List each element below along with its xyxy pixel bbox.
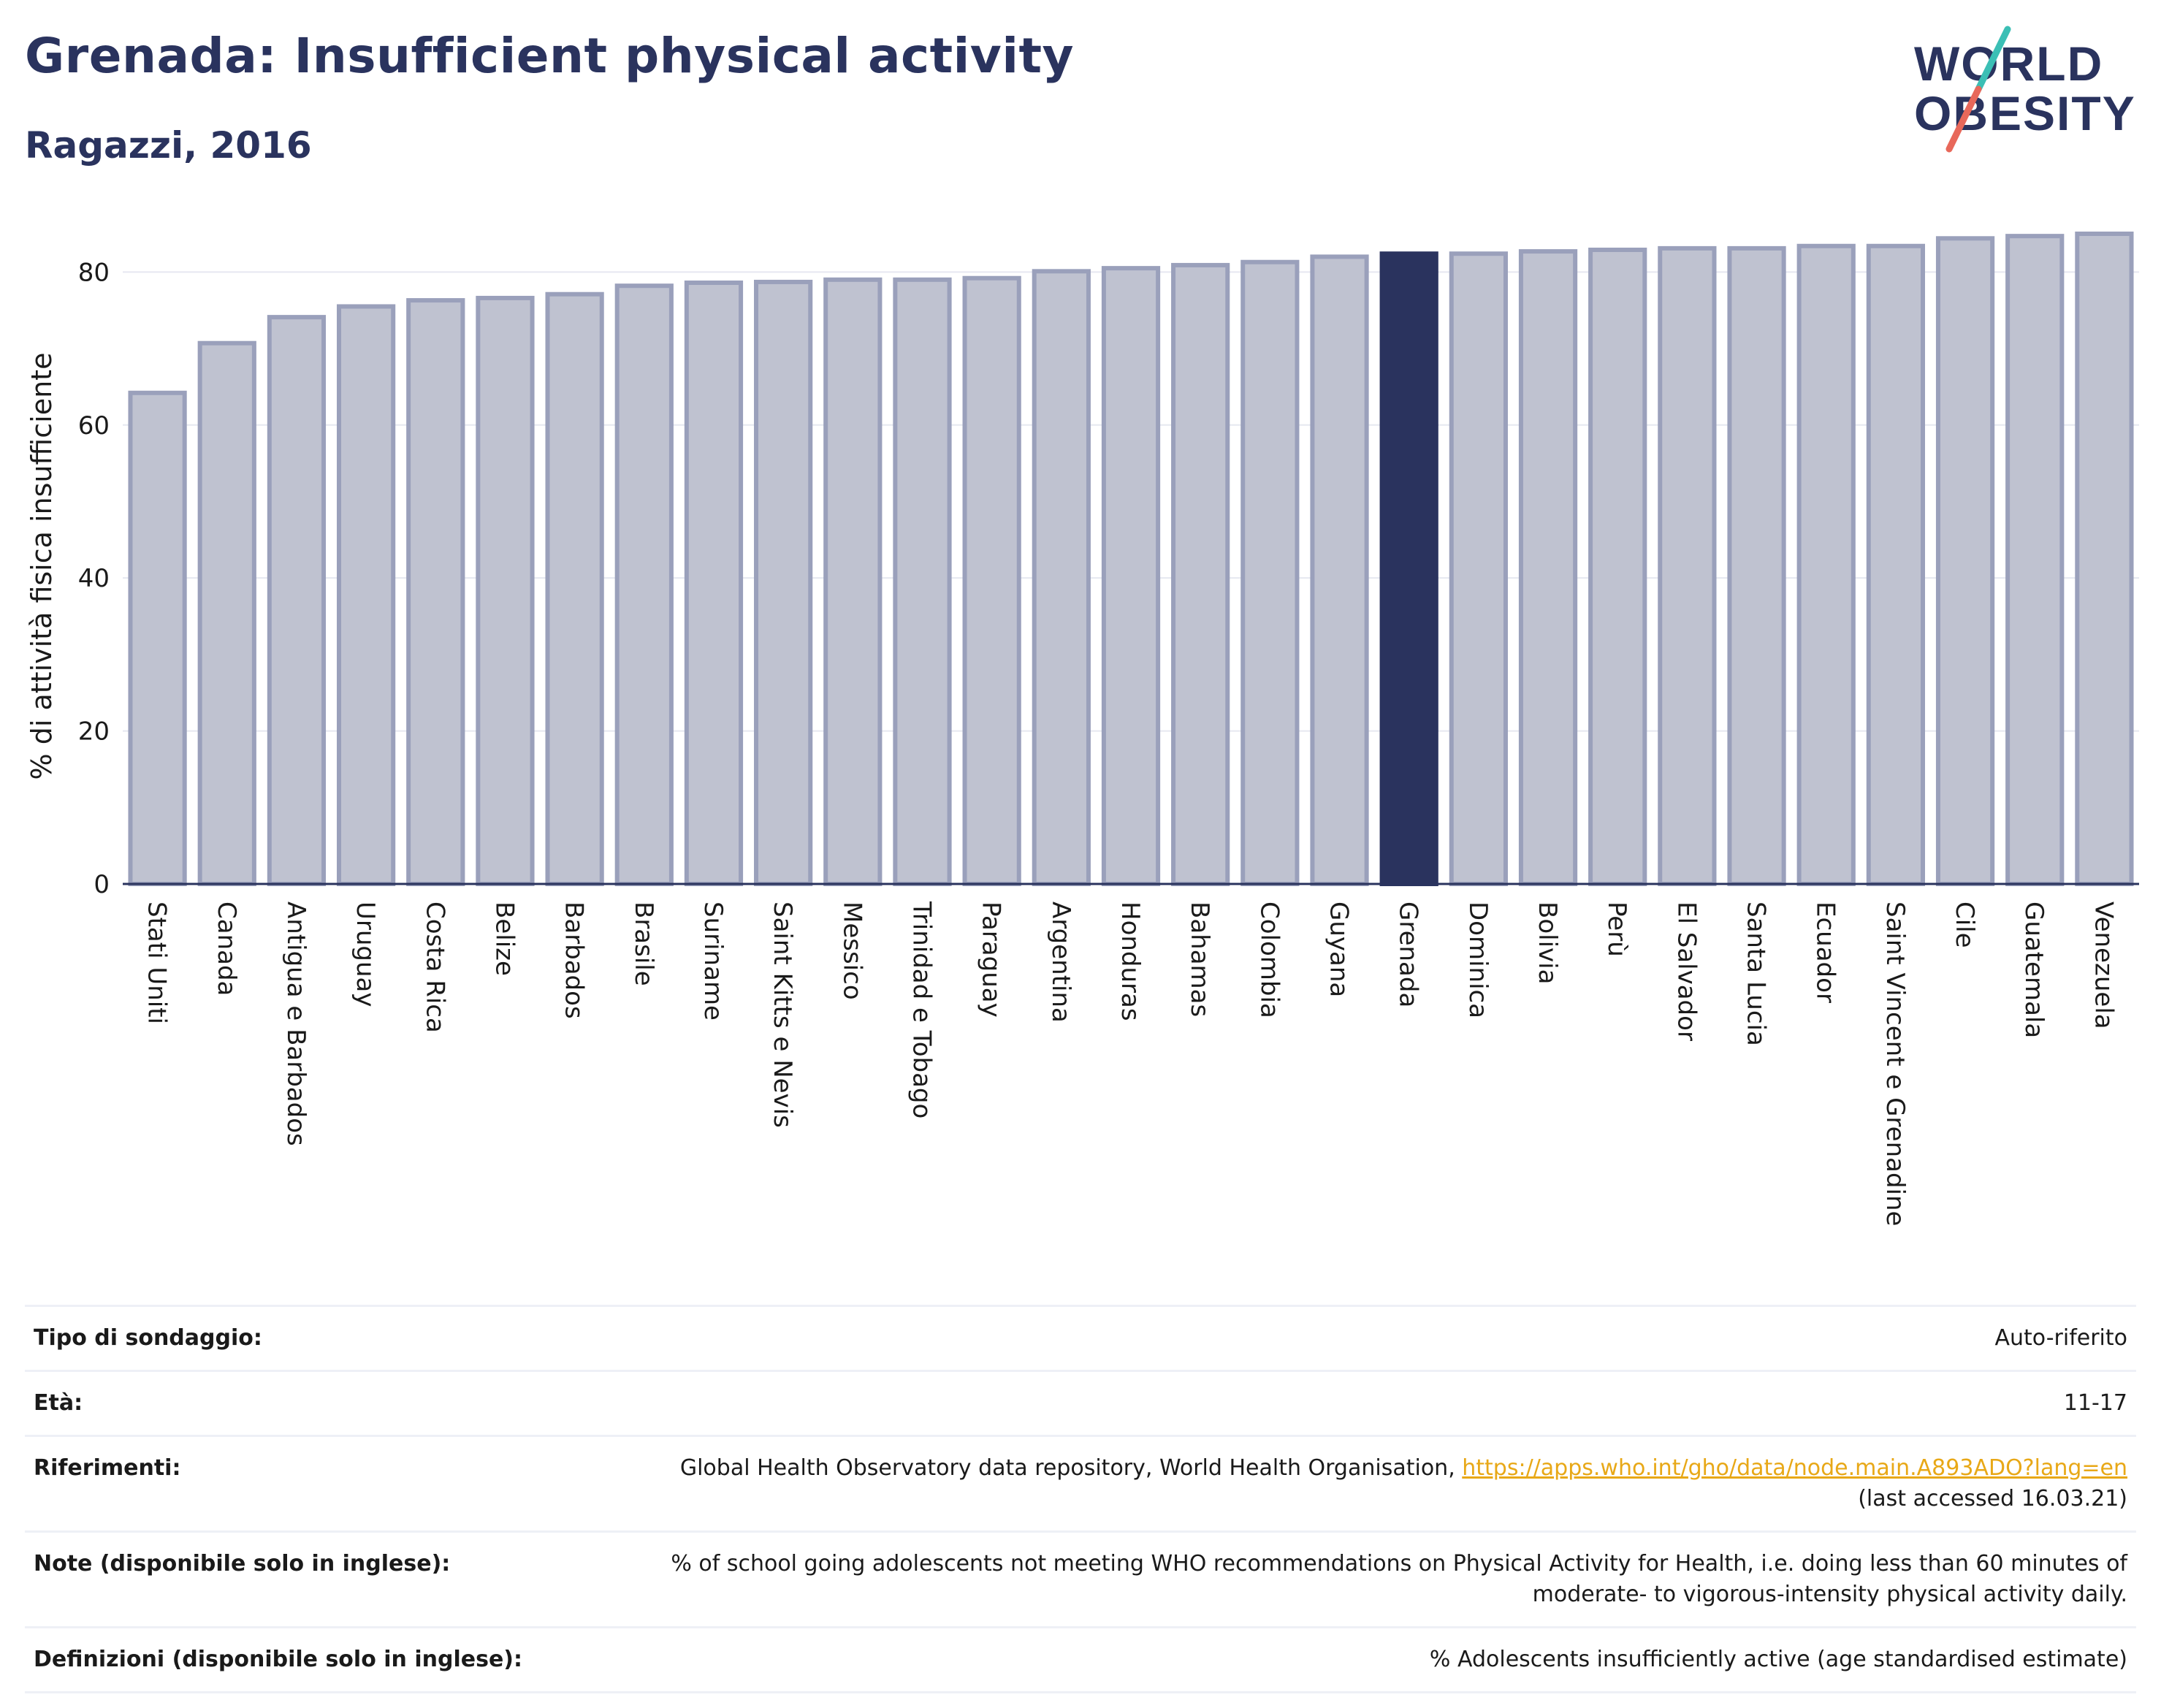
bar bbox=[1935, 236, 1995, 887]
info-label: Definizioni (disponibile solo in inglese… bbox=[34, 1647, 522, 1672]
bar bbox=[1588, 247, 1647, 887]
info-label: Tipo di sondaggio: bbox=[34, 1325, 262, 1351]
info-label: Note (disponibile solo in inglese): bbox=[34, 1551, 451, 1577]
bar bbox=[684, 281, 744, 886]
info-value-text: Auto-riferito bbox=[1994, 1325, 2127, 1351]
info-row: Età: 11-17 bbox=[25, 1370, 2136, 1436]
bar bbox=[2005, 234, 2065, 887]
x-tick-label: Uruguay bbox=[351, 901, 380, 1007]
x-tick-label: Guyana bbox=[1325, 901, 1354, 997]
info-label: Riferimenti: bbox=[34, 1455, 181, 1481]
logo-line-2: OBESITY bbox=[1914, 86, 2136, 140]
info-value-text: % Adolescents insufficiently active (age… bbox=[1429, 1647, 2127, 1672]
bar bbox=[1032, 269, 1091, 886]
bar bbox=[754, 279, 813, 886]
bar bbox=[1518, 249, 1578, 887]
bar bbox=[614, 283, 674, 886]
x-tick-label: Honduras bbox=[1116, 901, 1145, 1021]
y-tick-label: 80 bbox=[78, 258, 110, 287]
bar bbox=[1727, 245, 1786, 887]
x-tick-label: Paraguay bbox=[977, 901, 1006, 1018]
x-tick-label: Barbados bbox=[560, 901, 589, 1019]
info-value: % Adolescents insufficiently active (age… bbox=[568, 1628, 2136, 1693]
x-tick-label: Bahamas bbox=[1185, 901, 1214, 1017]
bar bbox=[962, 275, 1021, 886]
x-tick-label: Venezuela bbox=[2089, 901, 2118, 1029]
info-row: Tipo di sondaggio: Auto-riferito bbox=[25, 1305, 2136, 1371]
bar bbox=[267, 315, 327, 887]
x-tick-label: Dominica bbox=[1463, 901, 1493, 1018]
x-tick-label: Saint Vincent e Grenadine bbox=[1880, 901, 1910, 1226]
x-tick-label: El Salvador bbox=[1672, 901, 1701, 1041]
bar bbox=[1449, 251, 1508, 887]
bar bbox=[1101, 266, 1161, 886]
info-value: 11-17 bbox=[568, 1371, 2136, 1436]
info-value: Auto-riferito bbox=[568, 1306, 2136, 1371]
info-row: Note (disponibile solo in inglese): % of … bbox=[25, 1531, 2136, 1628]
x-tick-label: Cile bbox=[1950, 901, 1979, 948]
x-tick-label: Belize bbox=[489, 901, 519, 976]
info-row: Riferimenti: Global Health Observatory da… bbox=[25, 1436, 2136, 1532]
logo-slash-bottom bbox=[1945, 85, 1982, 153]
bar bbox=[1310, 254, 1369, 887]
bar bbox=[406, 298, 465, 886]
info-value-text: Global Health Observatory data repositor… bbox=[679, 1455, 1463, 1481]
info-value: Global Health Observatory data repositor… bbox=[568, 1436, 2136, 1532]
x-tick-label: Saint Kitts e Nevis bbox=[768, 901, 797, 1128]
y-tick-label: 20 bbox=[78, 717, 110, 747]
page-title: Grenada: Insufficient physical activity bbox=[25, 28, 1075, 84]
x-tick-label: Argentina bbox=[1046, 901, 1075, 1023]
x-tick-label: Colombia bbox=[1254, 901, 1284, 1018]
bar bbox=[1658, 245, 1717, 887]
y-axis-title: % di attività fisica insufficiente bbox=[26, 353, 58, 780]
bar bbox=[197, 340, 256, 886]
last-accessed-note: (last accessed 16.03.21) bbox=[1858, 1486, 2127, 1511]
x-tick-label: Ecuador bbox=[1811, 901, 1840, 1003]
bar-chart: 0 20 40 60 80 % di attività fisica insufficie… bbox=[0, 190, 2161, 1286]
x-tick-label: Bolivia bbox=[1533, 901, 1562, 984]
bar bbox=[476, 295, 535, 886]
page-subtitle: Ragazzi, 2016 bbox=[25, 124, 312, 167]
bar bbox=[545, 291, 604, 886]
x-tick-label: Canada bbox=[212, 901, 241, 996]
info-value-text: 11-17 bbox=[2063, 1390, 2127, 1416]
x-tick-label: Stati Uniti bbox=[142, 901, 172, 1024]
x-tick-label: Grenada bbox=[1394, 901, 1423, 1007]
x-tick-label: Trinidad e Tobago bbox=[907, 901, 936, 1118]
info-label: Età: bbox=[34, 1390, 83, 1416]
bar-highlight bbox=[1379, 251, 1438, 887]
bar bbox=[1240, 259, 1300, 887]
bar bbox=[336, 304, 396, 886]
bar bbox=[1866, 243, 1926, 887]
y-tick-label: 60 bbox=[78, 411, 110, 441]
info-value: % of school going adolescents not meetin… bbox=[568, 1532, 2136, 1628]
bar bbox=[893, 277, 952, 886]
world-obesity-logo: WORLD OBESITY bbox=[1899, 26, 2141, 153]
x-tick-label: Guatemala bbox=[2019, 901, 2048, 1038]
y-tick-label: 0 bbox=[94, 870, 110, 899]
info-value-text: % of school going adolescents not meetin… bbox=[671, 1551, 2127, 1607]
x-tick-label: Costa Rica bbox=[420, 901, 449, 1033]
info-table: Tipo di sondaggio: Auto-riferito Età: 11-17… bbox=[25, 1305, 2136, 1693]
chart-canvas: 0 20 40 60 80 % di attività fisica insufficie… bbox=[26, 232, 2139, 1226]
x-tick-label: Suriname bbox=[698, 901, 728, 1021]
bar bbox=[823, 277, 883, 886]
bar bbox=[128, 390, 187, 887]
y-tick-label: 40 bbox=[78, 564, 110, 593]
x-tick-label: Santa Lucia bbox=[1742, 901, 1771, 1046]
logo-line-1: WORLD bbox=[1914, 37, 2103, 91]
x-tick-label: Antigua e Barbados bbox=[281, 901, 310, 1146]
logo-slash-top bbox=[1975, 26, 2011, 93]
bar bbox=[1796, 243, 1856, 887]
x-tick-label: Perù bbox=[1602, 901, 1631, 957]
x-tick-label: Messico bbox=[837, 901, 866, 1000]
info-row: Definizioni (disponibile solo in inglese… bbox=[25, 1627, 2136, 1693]
bar bbox=[2075, 232, 2134, 886]
bar bbox=[1171, 262, 1230, 887]
reference-link[interactable]: https://apps.who.int/gho/data/node.main.… bbox=[1462, 1455, 2127, 1481]
x-tick-label: Brasile bbox=[629, 901, 658, 986]
